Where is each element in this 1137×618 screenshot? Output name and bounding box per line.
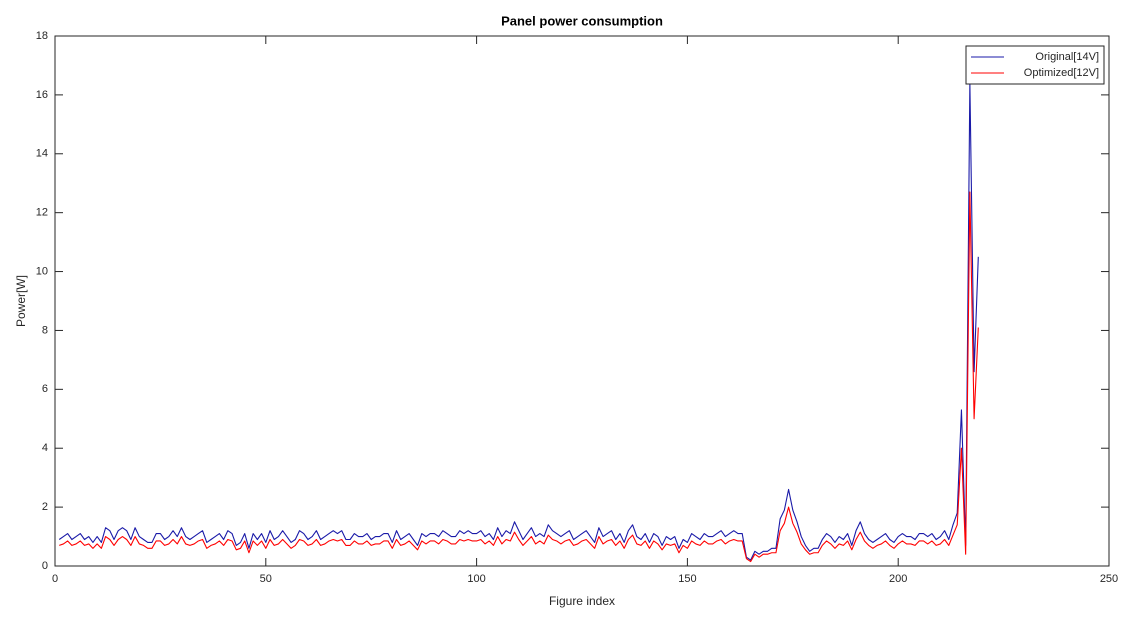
y-tick-label: 2 [42, 501, 48, 513]
data-line [59, 191, 979, 563]
x-tick-label: 50 [260, 573, 272, 585]
y-tick-label: 18 [36, 30, 48, 42]
y-tick-label: 16 [36, 89, 48, 101]
chart-title: Panel power consumption [501, 13, 663, 28]
x-tick-label: 150 [678, 573, 696, 585]
x-tick-label: 200 [889, 573, 907, 585]
axes-box [54, 35, 1110, 567]
y-tick-label: 4 [42, 442, 48, 454]
y-tick-label: 6 [42, 383, 48, 395]
legend: Original[14V] Optimized[12V] [965, 45, 1105, 85]
y-tick-label: 12 [36, 207, 48, 219]
legend-label: Optimized[12V] [1024, 67, 1099, 79]
x-tick-label: 100 [467, 573, 485, 585]
y-axis-label: Power[W] [14, 275, 28, 327]
x-axis-label: Figure index [549, 594, 615, 608]
x-tick-label: 250 [1100, 573, 1118, 585]
y-tick-label: 0 [42, 560, 48, 572]
plot-area [55, 36, 1109, 566]
y-tick-label: 10 [36, 265, 48, 277]
y-tick-label: 14 [36, 148, 48, 160]
legend-label: Original[14V] [1035, 51, 1099, 63]
data-line [58, 82, 979, 561]
y-tick-label: 8 [42, 324, 48, 336]
x-tick-label: 0 [52, 573, 58, 585]
legend-box [965, 45, 1105, 85]
